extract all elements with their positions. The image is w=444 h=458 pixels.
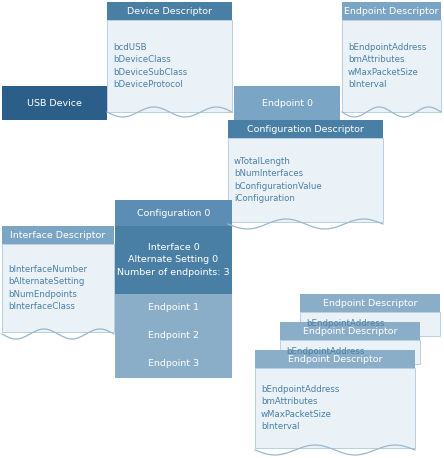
Text: Device Descriptor: Device Descriptor <box>127 6 212 16</box>
FancyBboxPatch shape <box>228 120 383 138</box>
Text: bEndpointAddress: bEndpointAddress <box>286 348 365 356</box>
Text: Endpoint Descriptor: Endpoint Descriptor <box>344 6 439 16</box>
Text: bcdUSB
bDeviceClass
bDeviceSubClass
bDeviceProtocol: bcdUSB bDeviceClass bDeviceSubClass bDev… <box>113 43 187 89</box>
Text: bEndpointAddress: bEndpointAddress <box>306 320 385 328</box>
FancyBboxPatch shape <box>115 322 232 350</box>
FancyBboxPatch shape <box>280 340 420 364</box>
FancyBboxPatch shape <box>255 350 415 368</box>
FancyBboxPatch shape <box>2 244 114 332</box>
Text: USB Device: USB Device <box>27 98 82 108</box>
FancyBboxPatch shape <box>342 2 441 20</box>
FancyBboxPatch shape <box>107 2 232 20</box>
FancyBboxPatch shape <box>342 20 441 112</box>
FancyBboxPatch shape <box>234 86 340 120</box>
FancyBboxPatch shape <box>115 294 232 322</box>
Text: Interface 0
Alternate Setting 0
Number of endpoints: 3: Interface 0 Alternate Setting 0 Number o… <box>117 243 230 277</box>
Text: bEndpointAddress
bmAttributes
wMaxPacketSize
bInterval: bEndpointAddress bmAttributes wMaxPacket… <box>348 43 426 89</box>
FancyBboxPatch shape <box>2 226 114 244</box>
FancyBboxPatch shape <box>300 294 440 312</box>
Text: Configuration 0: Configuration 0 <box>137 208 210 218</box>
Text: Endpoint 2: Endpoint 2 <box>148 332 199 340</box>
FancyBboxPatch shape <box>255 368 415 448</box>
FancyBboxPatch shape <box>115 350 232 378</box>
Text: Endpoint Descriptor: Endpoint Descriptor <box>303 327 397 336</box>
FancyBboxPatch shape <box>107 20 232 112</box>
Text: Endpoint Descriptor: Endpoint Descriptor <box>323 299 417 307</box>
Text: bEndpointAddress
bmAttributes
wMaxPacketSize
bInterval: bEndpointAddress bmAttributes wMaxPacket… <box>261 385 339 431</box>
FancyBboxPatch shape <box>115 200 232 226</box>
Text: Endpoint 1: Endpoint 1 <box>148 304 199 312</box>
Text: Endpoint Descriptor: Endpoint Descriptor <box>288 354 382 364</box>
Text: bInterfaceNumber
bAlternateSetting
bNumEndpoints
bInterfaceClass: bInterfaceNumber bAlternateSetting bNumE… <box>8 265 87 311</box>
FancyBboxPatch shape <box>2 86 107 120</box>
Text: Configuration Descriptor: Configuration Descriptor <box>247 125 364 133</box>
FancyBboxPatch shape <box>115 226 232 294</box>
FancyBboxPatch shape <box>300 312 440 336</box>
FancyBboxPatch shape <box>228 138 383 222</box>
FancyBboxPatch shape <box>280 322 420 340</box>
Text: Endpoint 0: Endpoint 0 <box>262 98 313 108</box>
Text: wTotalLength
bNumInterfaces
bConfigurationValue
iConfiguration: wTotalLength bNumInterfaces bConfigurati… <box>234 157 322 203</box>
Text: Endpoint 3: Endpoint 3 <box>148 360 199 369</box>
Text: Interface Descriptor: Interface Descriptor <box>10 230 106 240</box>
